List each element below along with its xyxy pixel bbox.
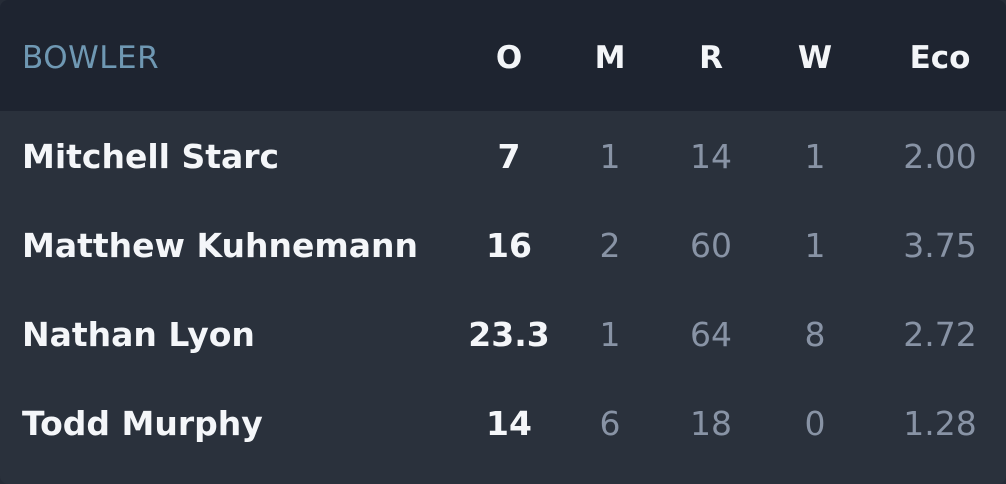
bowler-name[interactable]: Nathan Lyon [22, 315, 255, 354]
wickets-value: 8 [804, 315, 826, 354]
maidens-value: 1 [599, 315, 621, 354]
maidens-value: 6 [599, 404, 621, 443]
wickets-value: 1 [804, 137, 826, 176]
overs-value: 23.3 [468, 315, 550, 354]
header-runs[interactable]: R [699, 40, 723, 76]
bowler-name[interactable]: Matthew Kuhnemann [22, 226, 418, 265]
bowler-name[interactable]: Todd Murphy [22, 404, 263, 443]
runs-value: 14 [690, 137, 732, 176]
header-maidens[interactable]: M [594, 40, 626, 76]
overs-value: 16 [486, 226, 532, 265]
overs-value: 7 [497, 137, 521, 176]
header-economy[interactable]: Eco [909, 40, 971, 76]
economy-value: 2.72 [903, 315, 977, 354]
bowler-name[interactable]: Mitchell Starc [22, 137, 280, 176]
header-bowler[interactable]: BOWLER [22, 40, 160, 76]
header-overs[interactable]: O [495, 40, 523, 76]
header-wickets[interactable]: W [797, 40, 833, 76]
wickets-value: 1 [804, 226, 826, 265]
runs-value: 64 [690, 315, 732, 354]
maidens-value: 2 [599, 226, 621, 265]
economy-value: 3.75 [903, 226, 977, 265]
maidens-value: 1 [599, 137, 621, 176]
wickets-value: 0 [804, 404, 826, 443]
economy-value: 2.00 [903, 137, 977, 176]
runs-value: 60 [690, 226, 732, 265]
economy-value: 1.28 [903, 404, 977, 443]
table-header: BOWLER O M R W Eco [0, 0, 1006, 111]
overs-value: 14 [486, 404, 532, 443]
runs-value: 18 [690, 404, 732, 443]
